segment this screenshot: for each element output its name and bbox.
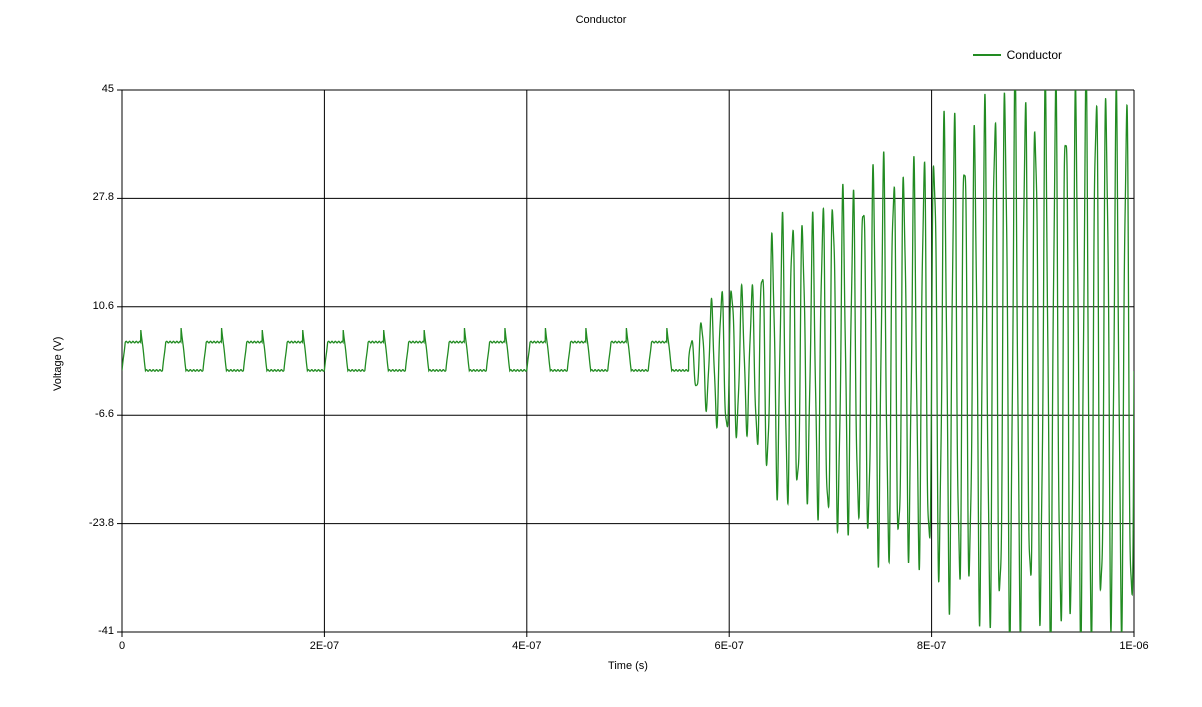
y-tick-label: -6.6 [64,408,114,420]
y-axis-label: Voltage (V) [52,337,64,391]
y-tick-label: -23.8 [64,517,114,529]
x-tick-label: 6E-07 [699,640,759,652]
chart-svg [0,0,1202,707]
x-tick-label: 0 [92,640,152,652]
x-tick-label: 1E-06 [1104,640,1164,652]
y-tick-label: -41 [64,625,114,637]
y-tick-label: 10.6 [64,300,114,312]
x-tick-label: 4E-07 [497,640,557,652]
x-axis-label: Time (s) [122,660,1134,672]
y-tick-label: 45 [64,83,114,95]
x-tick-label: 2E-07 [294,640,354,652]
x-tick-label: 8E-07 [902,640,962,652]
series-conductor [122,90,1134,632]
y-tick-label: 27.8 [64,191,114,203]
chart-container: { "chart": { "type": "line", "title": "C… [0,0,1202,707]
